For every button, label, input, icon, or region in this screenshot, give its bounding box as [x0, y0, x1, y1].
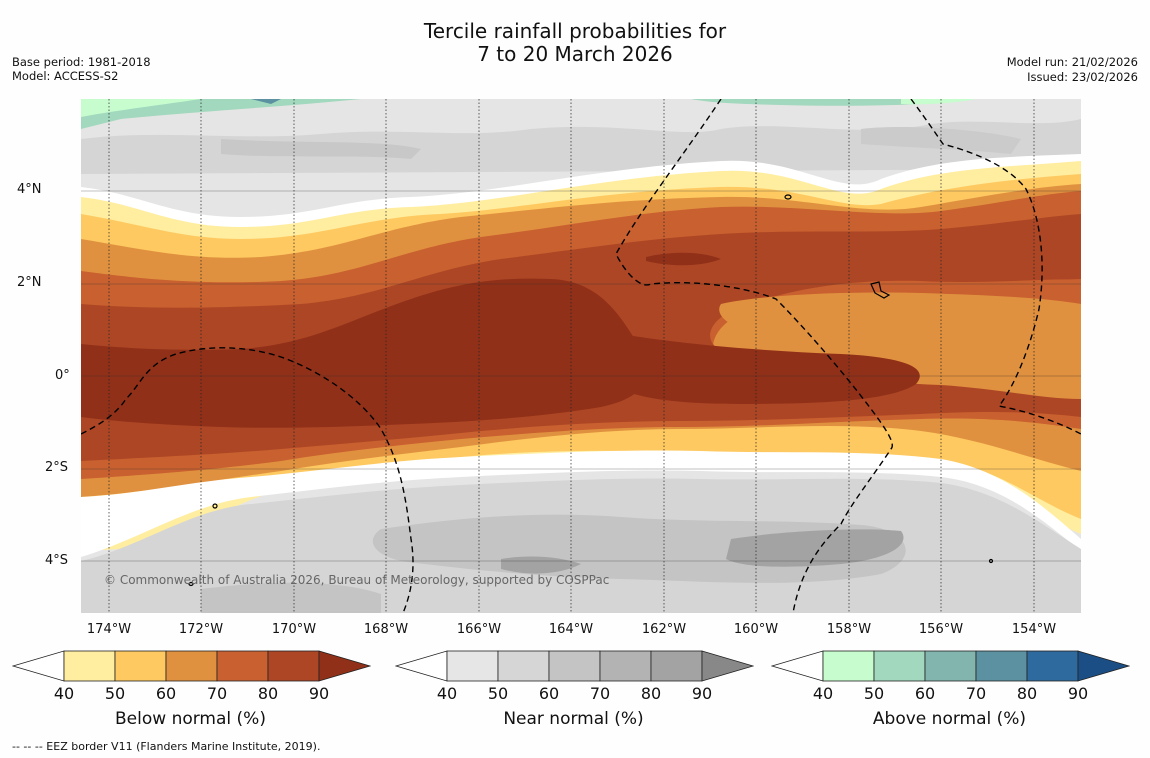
near-normal-colorbar-segment	[446, 650, 499, 682]
below-normal-90	[81, 278, 649, 428]
above-normal-colorbar-tick: 60	[914, 684, 936, 703]
near-normal-colorbar-segment	[599, 650, 652, 682]
near-normal-colorbar-tick: 70	[589, 684, 611, 703]
lon-label: 166°W	[456, 622, 502, 637]
lon-label: 170°W	[271, 622, 317, 637]
lon-label: 156°W	[918, 622, 964, 637]
eez-footnote: -- -- -- EEZ border V11 (Flanders Marine…	[12, 740, 321, 753]
lat-label-2s: 2°S	[45, 460, 69, 475]
issued-date: Issued: 23/02/2026	[1027, 70, 1138, 84]
above-normal-patch	[81, 99, 361, 129]
above-normal-colorbar-segment	[873, 650, 926, 682]
near-normal-50-top	[81, 119, 1081, 174]
near-normal-80	[726, 529, 904, 567]
near-normal-colorbar-max-arrow	[701, 650, 754, 682]
below-normal-colorbar-tick: 50	[104, 684, 126, 703]
above-normal-colorbar-max-arrow	[1077, 650, 1130, 682]
below-normal-colorbar-max-arrow	[318, 650, 371, 682]
below-normal-colorbar-segment	[165, 650, 218, 682]
model-run: Model run: 21/02/2026	[1006, 55, 1138, 69]
latitude-gridlines	[81, 190, 1081, 562]
lon-label: 160°W	[733, 622, 779, 637]
near-normal-colorbar-segment	[497, 650, 550, 682]
lon-label: 154°W	[1011, 622, 1057, 637]
below-normal-colorbar-tick: 80	[257, 684, 279, 703]
above-normal-colorbar-title: Above normal (%)	[872, 709, 1027, 729]
below-normal-colorbar	[12, 650, 371, 682]
above-normal-colorbar-segment	[975, 650, 1028, 682]
near-normal-colorbar-tick: 40	[436, 684, 458, 703]
above-normal-colorbar-tick: 70	[965, 684, 987, 703]
below-normal-colorbar-segment	[267, 650, 320, 682]
lon-label: 158°W	[826, 622, 872, 637]
lat-label-0: 0°	[55, 368, 70, 383]
islands	[188, 194, 994, 587]
near-normal-colorbar-tick: 90	[691, 684, 713, 703]
above-normal-colorbar-segment	[822, 650, 875, 682]
near-normal-colorbar	[395, 650, 754, 682]
above-normal-colorbar-tick: 80	[1016, 684, 1038, 703]
probability-map[interactable]	[81, 99, 1081, 613]
below-normal-colorbar-title: Below normal (%)	[115, 709, 266, 729]
near-normal-colorbar-segment	[548, 650, 601, 682]
lat-label-4n: 4°N	[17, 182, 42, 197]
above-normal-colorbar-tick: 50	[863, 684, 885, 703]
below-normal-colorbar-min-arrow	[12, 650, 65, 682]
above-normal-colorbar-segment	[924, 650, 977, 682]
below-normal-colorbar-tick: 40	[53, 684, 75, 703]
model-name: Model: ACCESS-S2	[12, 69, 119, 83]
lat-label-4s: 4°S	[45, 553, 69, 568]
lon-label: 168°W	[363, 622, 409, 637]
above-normal-colorbar-segment	[1026, 650, 1079, 682]
near-normal-colorbar-min-arrow	[395, 650, 448, 682]
near-normal-colorbar-segment	[650, 650, 703, 682]
longitude-gridlines	[108, 99, 1035, 613]
below-normal-colorbar-segment	[63, 650, 116, 682]
near-normal-colorbar-title: Near normal (%)	[503, 709, 644, 729]
below-normal-colorbar-tick: 60	[155, 684, 177, 703]
below-normal-colorbar-tick: 70	[206, 684, 228, 703]
lon-label: 164°W	[548, 622, 594, 637]
copyright-notice: © Commonwealth of Australia 2026, Bureau…	[104, 573, 610, 587]
above-normal-colorbar-min-arrow	[771, 650, 824, 682]
lon-label: 174°W	[86, 622, 132, 637]
near-normal-colorbar-tick: 60	[538, 684, 560, 703]
lon-label: 172°W	[178, 622, 224, 637]
below-normal-colorbar-segment	[114, 650, 167, 682]
above-normal-colorbar-tick: 40	[812, 684, 834, 703]
above-normal-colorbar-tick: 90	[1067, 684, 1089, 703]
near-normal-colorbar-tick: 80	[640, 684, 662, 703]
near-normal-colorbar-tick: 50	[487, 684, 509, 703]
lat-label-2n: 2°N	[17, 275, 42, 290]
below-normal-colorbar-tick: 90	[308, 684, 330, 703]
above-normal-colorbar	[771, 650, 1130, 682]
below-normal-colorbar-segment	[216, 650, 269, 682]
map-title-line1: Tercile rainfall probabilities for	[423, 19, 727, 43]
eez-borders	[81, 99, 1081, 613]
lon-label: 162°W	[641, 622, 687, 637]
map-title-line2: 7 to 20 March 2026	[477, 42, 673, 66]
base-period: Base period: 1981-2018	[12, 55, 151, 69]
